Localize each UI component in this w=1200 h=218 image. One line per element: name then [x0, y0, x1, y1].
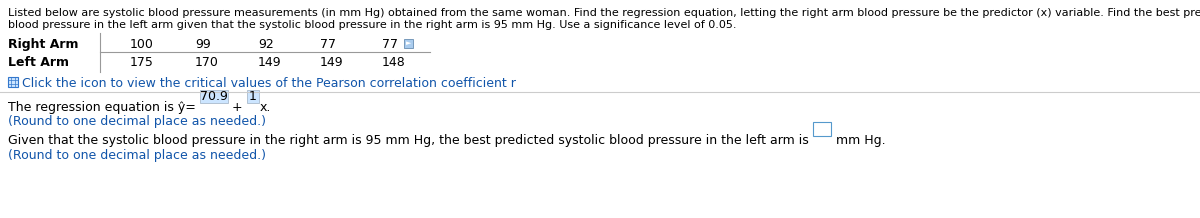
Text: 70.9: 70.9 — [200, 90, 228, 103]
FancyBboxPatch shape — [8, 77, 18, 87]
Text: ►: ► — [406, 41, 412, 46]
Text: 149: 149 — [258, 56, 282, 69]
FancyBboxPatch shape — [404, 39, 413, 48]
Text: +: + — [228, 101, 246, 114]
Text: 99: 99 — [194, 38, 211, 51]
Text: (Round to one decimal place as needed.): (Round to one decimal place as needed.) — [8, 115, 266, 128]
Text: Right Arm: Right Arm — [8, 38, 78, 51]
Text: x.: x. — [259, 101, 271, 114]
Text: Click the icon to view the critical values of the Pearson correlation coefficien: Click the icon to view the critical valu… — [22, 77, 516, 90]
Text: 77: 77 — [320, 38, 336, 51]
FancyBboxPatch shape — [200, 90, 228, 103]
Text: 92: 92 — [258, 38, 274, 51]
Text: Listed below are systolic blood pressure measurements (in mm Hg) obtained from t: Listed below are systolic blood pressure… — [8, 8, 1200, 18]
FancyBboxPatch shape — [812, 122, 830, 136]
Text: 175: 175 — [130, 56, 154, 69]
Text: mm Hg.: mm Hg. — [832, 134, 886, 147]
FancyBboxPatch shape — [246, 90, 258, 103]
Text: 170: 170 — [194, 56, 218, 69]
Text: The regression equation is ŷ=: The regression equation is ŷ= — [8, 101, 200, 114]
Text: 77: 77 — [382, 38, 398, 51]
Text: Given that the systolic blood pressure in the right arm is 95 mm Hg, the best pr: Given that the systolic blood pressure i… — [8, 134, 812, 147]
Text: blood pressure in the left arm given that the systolic blood pressure in the rig: blood pressure in the left arm given tha… — [8, 20, 737, 30]
Text: (Round to one decimal place as needed.): (Round to one decimal place as needed.) — [8, 149, 266, 162]
Text: 1: 1 — [248, 90, 257, 103]
Text: 148: 148 — [382, 56, 406, 69]
Text: Left Arm: Left Arm — [8, 56, 70, 69]
Text: 100: 100 — [130, 38, 154, 51]
Text: 149: 149 — [320, 56, 343, 69]
